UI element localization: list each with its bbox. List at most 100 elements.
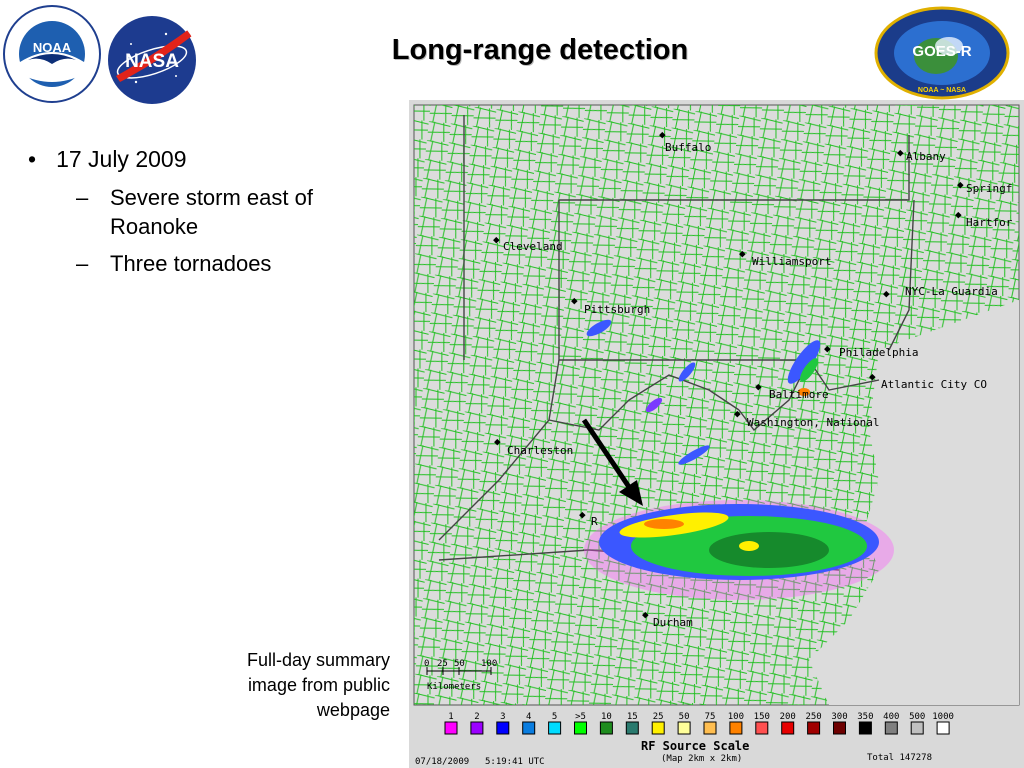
nasa-logo-text: NASA	[125, 51, 179, 72]
city-philadelphia: ◆ Philadelphia	[824, 342, 918, 359]
rf-scale-swatch	[833, 721, 846, 735]
rf-scale-swatch	[807, 721, 821, 735]
city-label: Williamsport	[752, 255, 831, 268]
city-label: Cleveland	[503, 240, 563, 253]
km-tick: 25	[437, 659, 448, 669]
slide-title: Long-range detection	[391, 34, 689, 66]
rf-scale-subtitle: (Map 2km x 2km)	[661, 754, 742, 764]
goes-r-logo: GOES-R NOAA ~ NASA	[874, 6, 1010, 100]
city-label: Washington, National	[747, 416, 879, 429]
sub-bullet-item: – Three tornadoes	[76, 249, 388, 278]
bullet-item: • 17 July 2009	[28, 146, 388, 173]
svg-text:◆: ◆	[734, 407, 741, 420]
rf-scale-swatch	[884, 721, 898, 735]
sub-bullet-item: – Severe storm east of Roanoke	[76, 183, 388, 241]
noaa-logo-text: NOAA	[33, 40, 72, 55]
rf-scale-value: 350	[857, 712, 873, 722]
svg-text:◆: ◆	[824, 342, 831, 355]
rf-date: 07/18/2009	[415, 757, 469, 767]
svg-text:◆: ◆	[494, 435, 501, 448]
rf-scale-swatch	[470, 721, 484, 735]
svg-text:◆: ◆	[493, 233, 500, 246]
rf-scale-swatch	[755, 721, 769, 735]
rf-scale-swatch	[548, 721, 562, 735]
bullet-dot: •	[28, 146, 37, 172]
city-pittsburgh: ◆ Pittsburgh	[571, 294, 650, 316]
rf-scale-swatch	[729, 721, 743, 735]
rf-scale-value: >5	[575, 712, 586, 722]
city-label: Springf	[966, 182, 1012, 195]
city-albany: ◆ Albany	[897, 146, 946, 163]
sub-bullet-dash: –	[76, 251, 89, 276]
rf-scale-swatch	[781, 721, 795, 735]
noaa-logo: NOAA	[2, 4, 102, 104]
rf-scale-value: 1	[448, 712, 453, 722]
rf-scale-value: 25	[653, 712, 664, 722]
svg-text:◆: ◆	[579, 508, 586, 521]
city-label: Philadelphia	[839, 346, 918, 359]
km-tick: 0	[424, 659, 429, 669]
image-caption: Full-day summary image from public webpa…	[246, 650, 390, 720]
rf-scale-value: 400	[883, 712, 899, 722]
rf-scale-value: 3	[500, 712, 505, 722]
rf-scale-value: 75	[705, 712, 716, 722]
city-williamsport: ◆ Williamsport	[739, 247, 831, 268]
city-buffalo: ◆Buffalo	[659, 128, 711, 154]
rf-scale-value: 2	[474, 712, 479, 722]
rf-scale-value: 100	[728, 712, 744, 722]
city-durham: ◆ Durham	[642, 608, 693, 629]
city-label: R	[591, 515, 598, 528]
rf-scale-value: 15	[627, 712, 638, 722]
rf-scale-value: 250	[805, 712, 821, 722]
city-label: Atlantic City CO	[881, 378, 987, 391]
city-hartford: ◆ Hartfor	[955, 208, 1013, 229]
rf-scale-swatch	[444, 721, 458, 735]
city-charleston: ◆ Charleston	[494, 435, 573, 457]
city-roanoke: ◆R	[579, 508, 598, 528]
rf-scale-value: 300	[831, 712, 847, 722]
svg-text:◆: ◆	[957, 178, 964, 191]
city-label: Pittsburgh	[584, 303, 650, 316]
rf-scale-value: 5	[552, 712, 557, 722]
goes-logo-text: GOES-R	[912, 43, 971, 60]
city-nyc: ◆ NYC-La Guardia	[883, 285, 998, 300]
sub-bullet-dash: –	[76, 185, 89, 210]
city-washington: ◆ Washington, National	[734, 407, 879, 429]
storm-arrow	[581, 418, 643, 506]
city-label: Baltimore	[769, 388, 829, 401]
city-label: NYC-La Guardia	[905, 285, 998, 298]
goes-logo-bottom: NOAA ~ NASA	[918, 87, 966, 94]
km-scale: 0 25 50 100 Kilometers	[424, 659, 497, 692]
svg-text:◆: ◆	[955, 208, 962, 221]
svg-text:◆: ◆	[869, 370, 876, 383]
rf-scale-swatch	[496, 721, 510, 735]
rf-scale-swatch	[858, 721, 872, 735]
svg-text:◆: ◆	[755, 380, 762, 393]
rf-scale-swatch	[651, 721, 665, 735]
svg-text:◆: ◆	[739, 247, 746, 260]
km-tick: 50	[454, 659, 465, 669]
rf-scale-swatch	[599, 721, 613, 735]
sub-bullet-text: Three tornadoes	[110, 251, 272, 276]
storm-footprint	[584, 319, 894, 600]
rf-time: 5:19:41 UTC	[485, 757, 545, 767]
bullet-text: 17 July 2009	[56, 146, 187, 172]
svg-text:◆: ◆	[642, 608, 649, 621]
bullet-list: • 17 July 2009 – Severe storm east of Ro…	[28, 146, 388, 278]
rf-scale-value: 1000	[932, 712, 954, 722]
rf-scale-swatch	[574, 721, 587, 735]
rf-total: Total 147278	[867, 753, 932, 763]
lightning-map: ◆Buffalo ◆ Albany ◆ Springf ◆Hartfor ◆Clev…	[409, 100, 1024, 768]
nasa-logo: NASA	[106, 14, 198, 106]
rf-scale-value: 4	[526, 712, 531, 722]
rf-scale-value: 10	[601, 712, 612, 722]
rf-scale-value: 50	[679, 712, 690, 722]
km-tick: 100	[481, 659, 497, 669]
km-label: Kilometers	[427, 682, 481, 692]
svg-text:◆: ◆	[897, 146, 904, 159]
rf-scale-swatch	[936, 721, 950, 735]
rf-scale-value: 200	[780, 712, 796, 722]
city-cleveland: ◆Cleveland	[493, 233, 563, 253]
svg-text:◆: ◆	[659, 128, 666, 141]
rf-scale-value: 150	[754, 712, 770, 722]
